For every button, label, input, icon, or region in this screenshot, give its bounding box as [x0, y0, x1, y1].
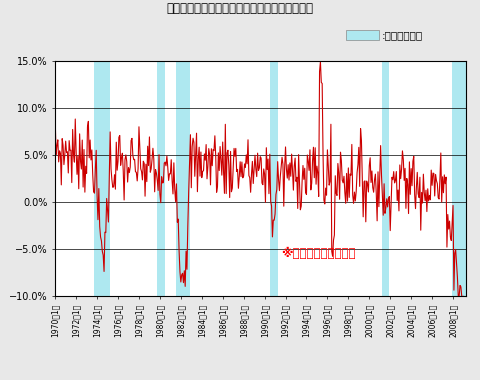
- Text: アメリカ国内における交通量前年同月比の変化: アメリカ国内における交通量前年同月比の変化: [167, 2, 313, 15]
- Text: :リセッション: :リセッション: [382, 30, 423, 40]
- Bar: [157, 61, 165, 296]
- Bar: [176, 61, 190, 296]
- Text: ※クリックで拡大表示: ※クリックで拡大表示: [281, 247, 355, 261]
- Bar: [452, 61, 469, 296]
- Bar: [383, 61, 389, 296]
- Bar: [95, 61, 110, 296]
- Bar: [270, 61, 278, 296]
